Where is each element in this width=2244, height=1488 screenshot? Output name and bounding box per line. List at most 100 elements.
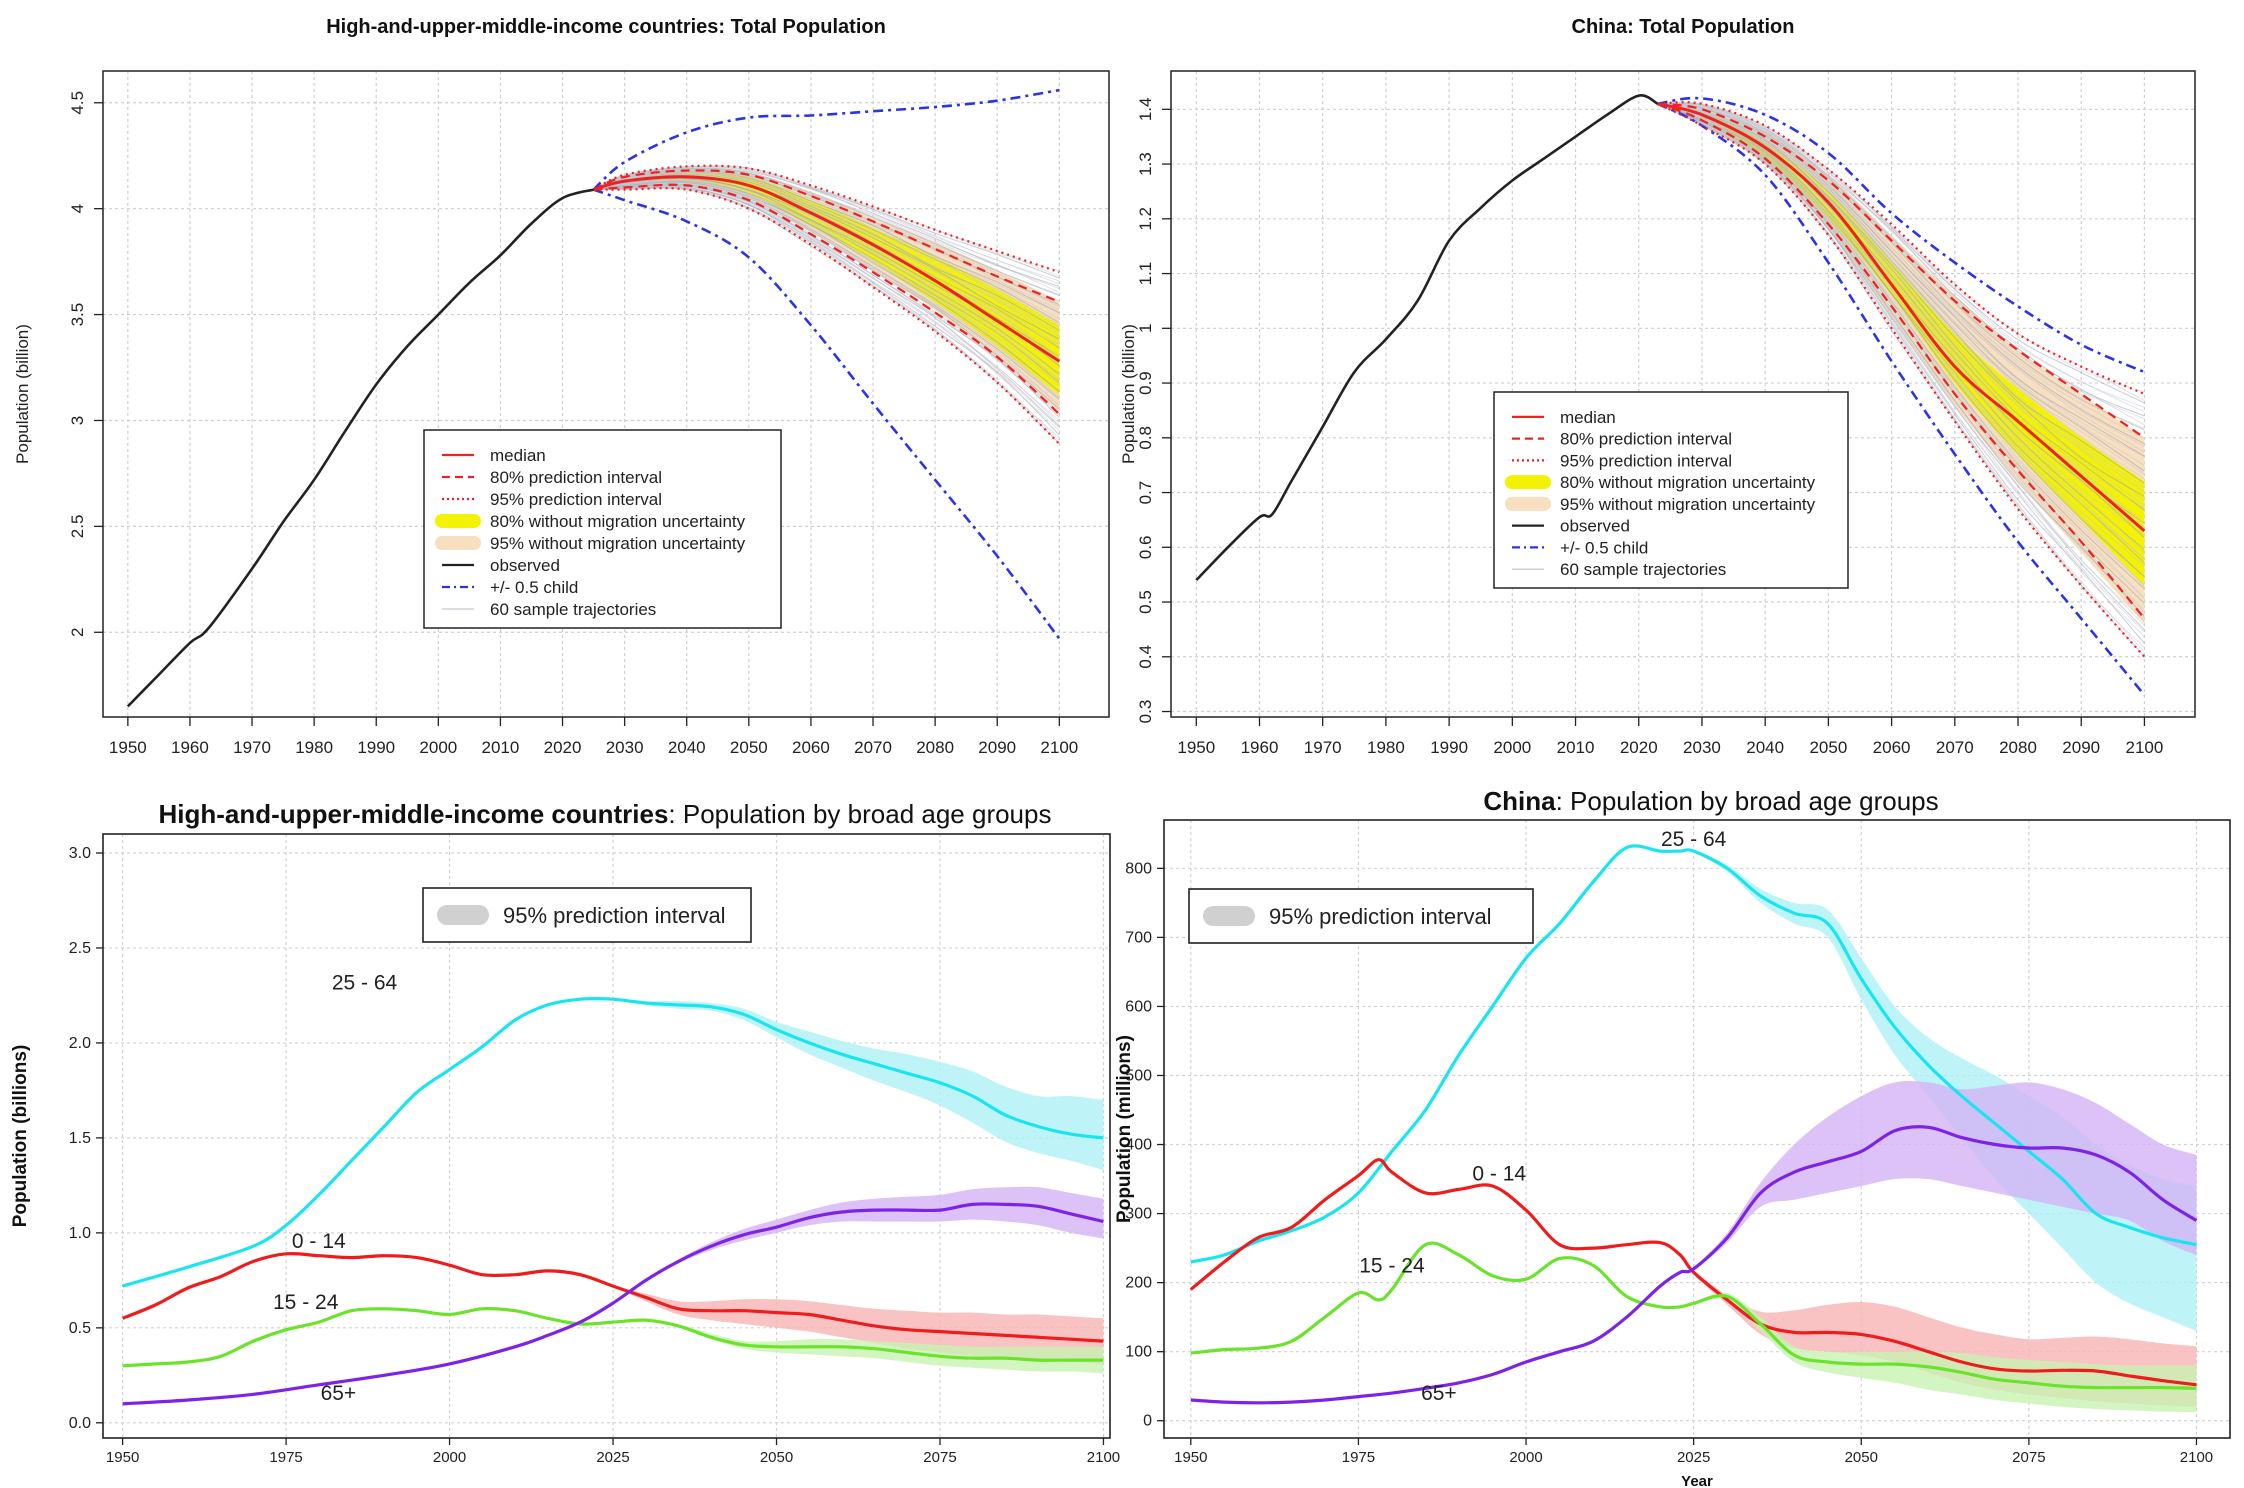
legend-item: 95% prediction interval bbox=[1203, 904, 1492, 929]
sample-trajectory bbox=[593, 183, 1060, 407]
sample-trajectory bbox=[1657, 103, 2145, 509]
y-tick-label: 0.8 bbox=[1136, 426, 1155, 450]
x-tick-label: 1950 bbox=[106, 1449, 139, 1466]
sample-trajectory bbox=[1657, 103, 2145, 653]
sample-trajectory bbox=[1657, 103, 2145, 638]
series-label: 65+ bbox=[1421, 1382, 1457, 1405]
y-tick-label: 1.1 bbox=[1136, 262, 1155, 286]
legend-label: median bbox=[1560, 408, 1616, 427]
plot-frame bbox=[102, 70, 1110, 718]
y-tick-label: 1.4 bbox=[1136, 98, 1155, 122]
y-tick-label: 200 bbox=[1125, 1275, 1152, 1292]
sample-trajectory bbox=[593, 187, 1060, 442]
y-tick-label: 4 bbox=[68, 204, 87, 213]
y-tick-label: 0.3 bbox=[1136, 700, 1155, 724]
legend-item: observed bbox=[1512, 517, 1630, 536]
x-tick-label: 1960 bbox=[171, 738, 209, 757]
y-tick-label: 3.5 bbox=[68, 303, 87, 327]
line-age-15-24 bbox=[1190, 1241, 2197, 1390]
legend-label: 60 sample trajectories bbox=[1560, 560, 1726, 579]
x-tick-label: 2020 bbox=[1620, 738, 1658, 757]
x-tick-label: 2030 bbox=[1683, 738, 1721, 757]
line-minus-half-child bbox=[593, 188, 1061, 640]
legend-label: 95% prediction interval bbox=[503, 903, 726, 928]
y-tick-label: 0.5 bbox=[69, 1320, 91, 1337]
y-tick-label: 1.5 bbox=[69, 1130, 91, 1147]
legend-item: 95% without migration uncertainty bbox=[1505, 495, 1816, 514]
series-label: 15 - 24 bbox=[1359, 1254, 1425, 1277]
x-tick-label: 1975 bbox=[269, 1449, 302, 1466]
y-tick-label: 0.0 bbox=[69, 1415, 91, 1432]
x-tick-label: 2075 bbox=[923, 1449, 956, 1466]
y-tick-label: 100 bbox=[1125, 1344, 1152, 1361]
x-tick-label: 2100 bbox=[2180, 1449, 2213, 1466]
x-tick-label: 2000 bbox=[1493, 738, 1531, 757]
legend-item: 80% prediction interval bbox=[442, 468, 662, 487]
x-tick-label: 2075 bbox=[2012, 1449, 2045, 1466]
x-tick-label: 2025 bbox=[596, 1449, 629, 1466]
sample-trajectory bbox=[593, 170, 1060, 311]
series-label: 15 - 24 bbox=[273, 1291, 339, 1314]
y-tick-label: 400 bbox=[1125, 1137, 1152, 1154]
legend-label: 95% prediction interval bbox=[490, 490, 662, 509]
legend-label: 60 sample trajectories bbox=[490, 600, 656, 619]
chart-title-bold: High-and-upper-middle-income countries bbox=[159, 799, 669, 829]
x-axis-label: Year bbox=[1681, 1473, 1713, 1488]
x-tick-label: 2040 bbox=[1746, 738, 1784, 757]
x-tick-label: 1960 bbox=[1241, 738, 1279, 757]
y-tick-label: 3 bbox=[68, 416, 87, 425]
plot-frame bbox=[1163, 819, 2231, 1439]
plot-frame bbox=[102, 833, 1111, 1439]
line-age-25-64 bbox=[122, 997, 1104, 1288]
legend-item: 95% prediction interval bbox=[442, 490, 662, 509]
series-label: 0 - 14 bbox=[292, 1230, 346, 1253]
y-tick-label: 1.0 bbox=[69, 1225, 91, 1242]
chart-title: China: Population by broad age groups bbox=[1483, 786, 1938, 816]
sample-trajectory bbox=[593, 173, 1060, 326]
legend-label: observed bbox=[1560, 517, 1630, 536]
x-tick-label: 2100 bbox=[1040, 738, 1078, 757]
sample-trajectory bbox=[1657, 103, 2145, 617]
x-tick-label: 1990 bbox=[357, 738, 395, 757]
legend-label: 95% prediction interval bbox=[1269, 904, 1492, 929]
line-median bbox=[593, 175, 1061, 363]
y-axis-label: Population (billion) bbox=[1119, 324, 1138, 464]
line-age-65+ bbox=[122, 1202, 1104, 1406]
x-tick-label: 2050 bbox=[760, 1449, 793, 1466]
legend-item: 95% prediction interval bbox=[1512, 451, 1732, 470]
y-tick-label: 2.5 bbox=[68, 515, 87, 539]
y-axis-label: Population (billion) bbox=[13, 324, 32, 464]
legend-item: +/- 0.5 child bbox=[442, 578, 578, 597]
x-tick-label: 1975 bbox=[1342, 1449, 1375, 1466]
sample-trajectory bbox=[1657, 103, 2145, 475]
legend-label: median bbox=[490, 446, 546, 465]
sample-trajectory bbox=[1657, 103, 2145, 524]
legend-item: observed bbox=[442, 556, 560, 575]
legend-swatch bbox=[437, 905, 489, 925]
x-tick-label: 2080 bbox=[1999, 738, 2037, 757]
x-tick-label: 1970 bbox=[1304, 738, 1342, 757]
y-tick-label: 1.2 bbox=[1136, 207, 1155, 231]
x-tick-label: 2100 bbox=[1087, 1449, 1120, 1466]
sample-trajectory bbox=[1657, 103, 2145, 453]
y-tick-label: 0 bbox=[1143, 1413, 1152, 1430]
x-tick-label: 2030 bbox=[606, 738, 644, 757]
y-tick-label: 300 bbox=[1125, 1206, 1152, 1223]
line-80-upper bbox=[1657, 102, 2146, 439]
y-tick-label: 4.5 bbox=[68, 91, 87, 115]
legend-box bbox=[1493, 391, 1849, 589]
legend-item: +/- 0.5 child bbox=[1512, 538, 1648, 557]
legend-label: 80% without migration uncertainty bbox=[490, 512, 746, 531]
legend-item: 95% without migration uncertainty bbox=[435, 534, 746, 553]
x-tick-label: 2010 bbox=[1557, 738, 1595, 757]
x-tick-label: 2020 bbox=[544, 738, 582, 757]
chart-title-rest: : Population by broad age groups bbox=[668, 799, 1051, 829]
y-tick-label: 500 bbox=[1125, 1067, 1152, 1084]
x-tick-label: 1950 bbox=[1174, 1449, 1207, 1466]
x-tick-label: 1950 bbox=[1177, 738, 1215, 757]
y-tick-label: 700 bbox=[1125, 929, 1152, 946]
legend-label: +/- 0.5 child bbox=[1560, 538, 1648, 557]
x-tick-label: 2080 bbox=[916, 738, 954, 757]
line-age-15-24 bbox=[122, 1307, 1104, 1368]
panel-hai-total-population: High-and-upper-middle-income countries: … bbox=[13, 16, 1110, 757]
